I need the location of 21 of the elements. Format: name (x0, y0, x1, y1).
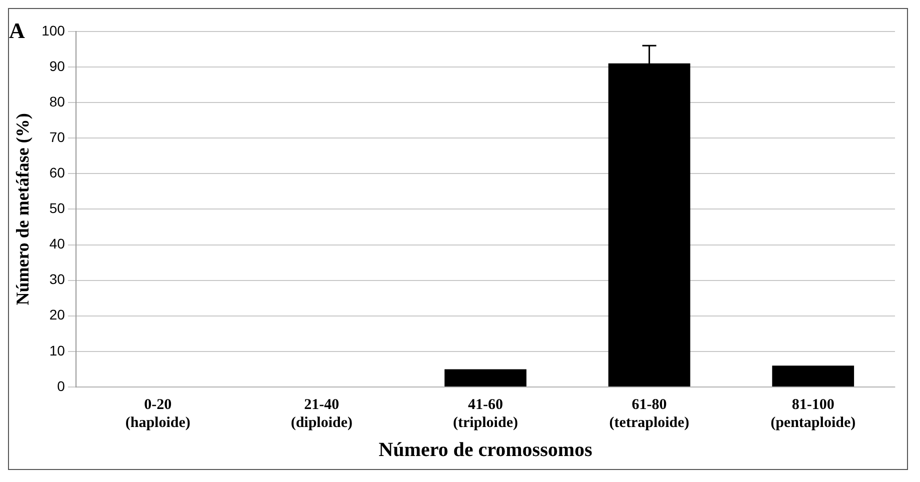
y-tick-label: 10 (49, 342, 66, 358)
y-tick-label: 70 (49, 128, 66, 145)
x-axis-title: Número de cromossomos (378, 439, 593, 462)
y-tick-label: 80 (49, 93, 66, 110)
y-tick-label: 50 (49, 200, 66, 216)
x-tick-label: 61-80 (tetraploide) (609, 396, 690, 431)
x-tick-label: 41-60 (triploide) (452, 396, 518, 431)
x-tick-label: 21-40 (diploide) (290, 396, 353, 431)
y-tick-label: 60 (49, 164, 66, 180)
x-tick-label: 81-100 (pentaploide) (770, 396, 856, 431)
y-tick-label: 30 (49, 271, 66, 288)
chart-title: A (9, 18, 25, 43)
y-tick-label: 40 (49, 236, 66, 252)
y-tick-label: 0 (57, 378, 66, 394)
bar (444, 369, 526, 386)
bar (772, 366, 854, 386)
y-axis-title: Número de metáfase (%) (12, 113, 32, 306)
y-tick-label: 100 (42, 22, 66, 38)
x-tick-label: 0-20 (haploide) (125, 396, 190, 431)
y-tick-label: 20 (49, 306, 66, 323)
y-tick-label: 90 (49, 58, 66, 74)
